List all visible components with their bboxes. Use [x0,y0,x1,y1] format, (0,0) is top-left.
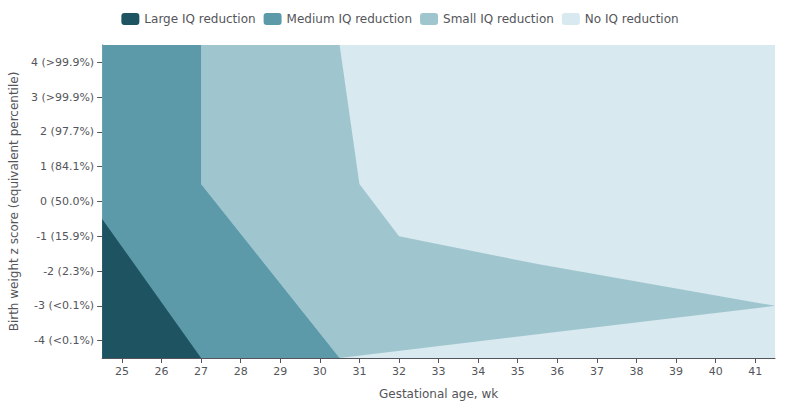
svg-text:No IQ reduction: No IQ reduction [585,12,679,26]
svg-text:4 (>99.9%): 4 (>99.9%) [31,56,94,69]
svg-text:40: 40 [709,365,723,378]
svg-text:27: 27 [194,365,208,378]
svg-text:37: 37 [590,365,604,378]
svg-text:Birth weight z score (equivale: Birth weight z score (equivalent percent… [7,72,21,332]
svg-text:26: 26 [155,365,169,378]
svg-text:36: 36 [550,365,564,378]
svg-text:29: 29 [273,365,287,378]
svg-text:0 (50.0%): 0 (50.0%) [40,195,94,208]
svg-text:-4 (<0.1%): -4 (<0.1%) [34,334,94,347]
svg-text:28: 28 [234,365,248,378]
svg-text:-1 (15.9%): -1 (15.9%) [36,230,94,243]
svg-text:3 (>99.9%): 3 (>99.9%) [31,91,94,104]
svg-text:-3 (<0.1%): -3 (<0.1%) [34,299,94,312]
svg-text:Gestational age, wk: Gestational age, wk [379,387,498,401]
svg-text:Large IQ reduction: Large IQ reduction [144,12,255,26]
svg-text:39: 39 [669,365,683,378]
svg-text:34: 34 [471,365,485,378]
svg-text:Small IQ reduction: Small IQ reduction [443,12,554,26]
svg-text:38: 38 [629,365,643,378]
svg-text:31: 31 [352,365,366,378]
svg-text:30: 30 [313,365,327,378]
svg-text:41: 41 [748,365,762,378]
svg-text:33: 33 [432,365,446,378]
svg-text:Medium IQ reduction: Medium IQ reduction [287,12,412,26]
svg-text:-2 (2.3%): -2 (2.3%) [43,265,94,278]
svg-text:32: 32 [392,365,406,378]
svg-text:25: 25 [115,365,129,378]
svg-text:1 (84.1%): 1 (84.1%) [40,160,94,173]
svg-text:35: 35 [511,365,525,378]
svg-text:2 (97.7%): 2 (97.7%) [40,125,94,138]
